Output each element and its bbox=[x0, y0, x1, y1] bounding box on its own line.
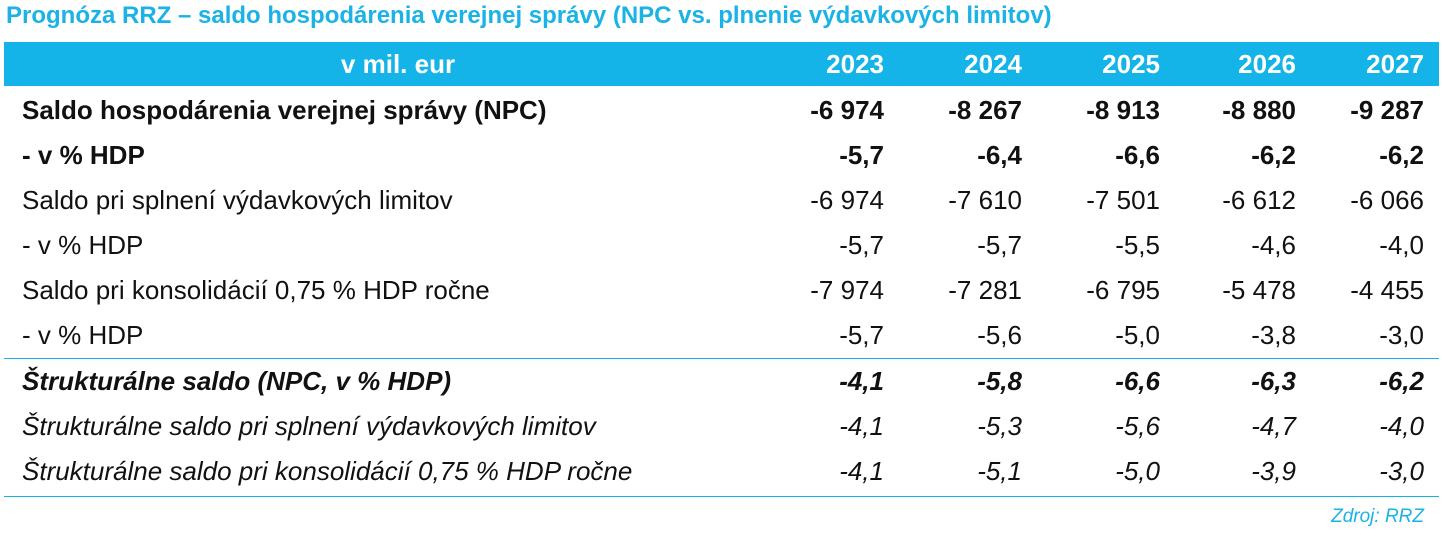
row-value: -5,7 bbox=[839, 230, 884, 260]
row-value: -6,2 bbox=[1379, 140, 1424, 170]
table-header: v mil. eur 2023 2024 2025 2026 2027 bbox=[4, 42, 1439, 86]
row-value: -7 281 bbox=[948, 275, 1022, 305]
data-table: v mil. eur 2023 2024 2025 2026 2027 Sald… bbox=[4, 42, 1439, 497]
table-row: Saldo pri konsolidácií 0,75 % HDP ročne … bbox=[4, 268, 1439, 313]
row-value: -4,1 bbox=[839, 366, 884, 396]
header-unit-label: v mil. eur bbox=[340, 48, 456, 79]
row-value: -4,6 bbox=[1251, 230, 1296, 260]
table-row: Štrukturálne saldo (NPC, v % HDP) -4,1 -… bbox=[4, 358, 1439, 404]
row-value: -9 287 bbox=[1350, 95, 1424, 125]
row-value: -6 612 bbox=[1222, 185, 1296, 215]
row-label: Saldo hospodárenia verejnej správy (NPC) bbox=[22, 95, 547, 125]
row-label: Štrukturálne saldo pri konsolidácií 0,75… bbox=[22, 456, 633, 486]
row-value: -4,7 bbox=[1251, 411, 1296, 441]
row-value: -6 066 bbox=[1350, 185, 1424, 215]
header-year: 2025 bbox=[1102, 48, 1160, 79]
row-value: -6,2 bbox=[1379, 366, 1424, 396]
table-row: - v % HDP -5,7 -5,7 -5,5 -4,6 -4,0 bbox=[4, 223, 1439, 268]
row-value: -5,7 bbox=[839, 320, 884, 350]
row-value: -4,1 bbox=[839, 456, 884, 486]
row-value: -5,7 bbox=[977, 230, 1022, 260]
table-row: - v % HDP -5,7 -6,4 -6,6 -6,2 -6,2 bbox=[4, 133, 1439, 178]
row-value: -5,3 bbox=[977, 411, 1022, 441]
row-value: -5,1 bbox=[977, 456, 1022, 486]
row-value: -8 913 bbox=[1086, 95, 1160, 125]
row-value: -4 455 bbox=[1350, 275, 1424, 305]
row-value: -5,6 bbox=[1115, 411, 1160, 441]
row-value: -6,4 bbox=[977, 140, 1022, 170]
row-value: -3,0 bbox=[1379, 456, 1424, 486]
row-value: -6 974 bbox=[810, 95, 884, 125]
table-row: Saldo pri splnení výdavkových limitov -6… bbox=[4, 178, 1439, 223]
row-value: -6,6 bbox=[1115, 140, 1160, 170]
row-value: -5 478 bbox=[1222, 275, 1296, 305]
row-label: Štrukturálne saldo pri splnení výdavkový… bbox=[22, 411, 596, 441]
row-value: -3,0 bbox=[1379, 320, 1424, 350]
row-value: -4,0 bbox=[1379, 411, 1424, 441]
row-value: -6 974 bbox=[810, 185, 884, 215]
row-value: -5,0 bbox=[1115, 320, 1160, 350]
header-year: 2023 bbox=[826, 48, 884, 79]
table-row: Saldo hospodárenia verejnej správy (NPC)… bbox=[4, 88, 1439, 133]
row-label: Saldo pri splnení výdavkových limitov bbox=[22, 185, 453, 215]
table-title: Prognóza RRZ – saldo hospodárenia verejn… bbox=[6, 2, 1052, 29]
row-value: -6,3 bbox=[1251, 366, 1296, 396]
row-value: -5,0 bbox=[1115, 456, 1160, 486]
row-label: Štrukturálne saldo (NPC, v % HDP) bbox=[22, 366, 452, 396]
row-value: -5,6 bbox=[977, 320, 1022, 350]
row-label: - v % HDP bbox=[22, 140, 145, 170]
row-value: -3,8 bbox=[1251, 320, 1296, 350]
row-value: -8 880 bbox=[1222, 95, 1296, 125]
source-note: Zdroj: RRZ bbox=[1331, 506, 1424, 527]
row-value: -5,8 bbox=[977, 366, 1022, 396]
table-bottom-border bbox=[4, 496, 1439, 497]
row-value: -8 267 bbox=[948, 95, 1022, 125]
table-row: Štrukturálne saldo pri konsolidácií 0,75… bbox=[4, 449, 1439, 494]
row-value: -7 974 bbox=[810, 275, 884, 305]
header-year: 2024 bbox=[964, 48, 1022, 79]
row-value: -7 501 bbox=[1086, 185, 1160, 215]
row-value: -4,1 bbox=[839, 411, 884, 441]
row-value: -4,0 bbox=[1379, 230, 1424, 260]
row-value: -6,6 bbox=[1115, 366, 1160, 396]
row-label: Saldo pri konsolidácií 0,75 % HDP ročne bbox=[22, 275, 490, 305]
row-value: -3,9 bbox=[1251, 456, 1296, 486]
header-year: 2027 bbox=[1366, 48, 1424, 79]
table-row: - v % HDP -5,7 -5,6 -5,0 -3,8 -3,0 bbox=[4, 313, 1439, 358]
row-value: -5,7 bbox=[839, 140, 884, 170]
row-label: - v % HDP bbox=[22, 230, 144, 260]
row-label: - v % HDP bbox=[22, 320, 144, 350]
row-value: -6,2 bbox=[1251, 140, 1296, 170]
row-value: -5,5 bbox=[1115, 230, 1160, 260]
row-value: -7 610 bbox=[948, 185, 1022, 215]
header-year: 2026 bbox=[1238, 48, 1296, 79]
row-value: -6 795 bbox=[1086, 275, 1160, 305]
table-row: Štrukturálne saldo pri splnení výdavkový… bbox=[4, 404, 1439, 449]
